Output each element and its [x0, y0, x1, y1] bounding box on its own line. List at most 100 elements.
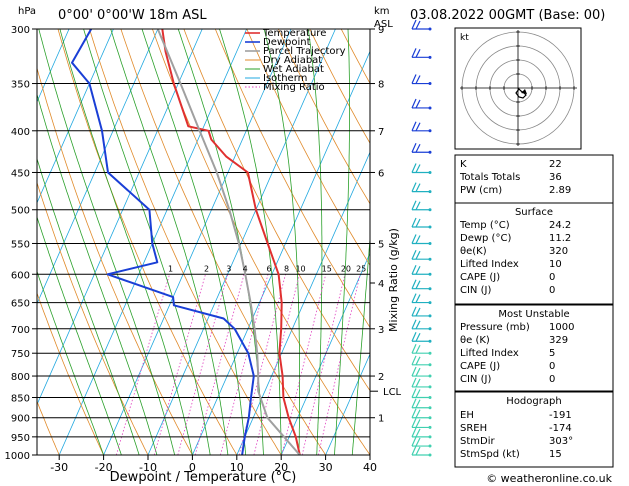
hodo-label: StmSpd (kt)	[460, 449, 520, 460]
surface-value: 24.2	[549, 220, 571, 231]
wind-barb-flag	[415, 356, 421, 366]
km-tick-label: 2	[378, 372, 384, 383]
mixing-ratio-line	[318, 274, 361, 455]
wind-barb-flag	[415, 437, 421, 447]
hodograph-trace	[515, 87, 527, 99]
wind-barb-flag	[411, 182, 417, 192]
wind-barb-flag	[415, 143, 421, 153]
legend-entry: Temperature	[262, 28, 326, 39]
wind-barb-dot	[428, 287, 432, 291]
wind-barb-dot	[428, 435, 432, 439]
surface-value: 0	[549, 285, 555, 296]
temp-tick-label: 40	[363, 461, 377, 474]
mixing-ratio-line	[220, 274, 269, 455]
km-tick-label: 1	[378, 414, 384, 425]
km-tick-label: 6	[378, 168, 384, 179]
km-tick-label: 8	[378, 80, 384, 91]
wind-barb-dot	[428, 339, 432, 343]
mu-label: CIN (J)	[460, 374, 491, 385]
km-tick-label: 5	[378, 239, 384, 250]
wind-barb-flag	[411, 279, 417, 289]
pressure-tick-label: 650	[11, 299, 30, 310]
wind-barb-flag	[411, 98, 417, 109]
legend-entry: Parcel Trajectory	[263, 46, 346, 57]
parcel-trajectory-line	[156, 29, 301, 455]
surface-label: CAPE (J)	[460, 272, 500, 283]
wind-barb-flag	[411, 418, 417, 428]
wind-barb-flag	[411, 331, 417, 342]
temp-tick-label: 10	[230, 461, 244, 474]
mu-value: 329	[549, 335, 568, 346]
index-label: PW (cm)	[460, 185, 502, 196]
temp-tick-label: 30	[319, 461, 333, 474]
km-tick-label: 9	[378, 25, 384, 36]
hodo-value: 15	[549, 449, 562, 460]
surface-value: 320	[549, 246, 568, 257]
wind-barb-flag	[415, 389, 421, 398]
mixing-ratio-line	[177, 274, 229, 455]
wind-barb-flag	[411, 366, 417, 377]
hodo-value: 303°	[549, 436, 573, 447]
hodograph: kt	[454, 27, 582, 150]
mu-label: θe (K)	[460, 335, 490, 346]
mixing-ratio-label: 6	[266, 264, 271, 273]
wind-barb-dot	[428, 444, 432, 448]
hodograph-unit-label: kt	[460, 33, 469, 43]
mixing-ratio-label: 1	[168, 264, 173, 273]
wind-barb-dot	[428, 106, 432, 110]
index-value: 36	[549, 172, 562, 183]
isotherm-line	[37, 29, 114, 204]
wind-barb-dot	[428, 241, 432, 245]
wind-barb-flag	[411, 293, 417, 303]
surface-box	[454, 202, 614, 305]
pressure-tick-label: 700	[11, 325, 30, 336]
temp-tick-label: -10	[139, 461, 157, 474]
hodograph-table-title: Hodograph	[506, 396, 561, 407]
mu-label: CAPE (J)	[460, 361, 500, 372]
pressure-tick-label: 350	[11, 80, 30, 91]
wind-barb-dot	[428, 374, 432, 378]
mixing-ratio-labels: 1 2 3 4 6 8 10 15 20 25	[168, 264, 366, 273]
wet-adiabat-line	[83, 29, 211, 455]
hodo-value: -174	[549, 423, 572, 434]
surface-label: Lifted Index	[460, 259, 519, 270]
legend-entry: Dry Adiabat	[263, 55, 322, 66]
wind-barb-flag	[411, 408, 417, 418]
dry-adiabat-line	[37, 66, 193, 455]
isotherm-line	[325, 353, 370, 455]
wind-barb-flag	[415, 367, 421, 377]
dewpoint-line	[71, 29, 255, 455]
mu-value: 5	[549, 348, 555, 359]
background-lines	[37, 29, 370, 455]
wind-barb-dot	[428, 257, 432, 261]
hpa-label: hPa	[18, 6, 36, 17]
temp-tick-label: 20	[274, 461, 288, 474]
mixing-ratio-label: 10	[295, 264, 305, 273]
wind-barb-dot	[428, 55, 432, 59]
wind-barb-flag	[411, 355, 417, 366]
wind-barb-dot	[428, 272, 432, 276]
isotherm-line	[236, 151, 370, 455]
skewt-plot: 1 2 3 4 6 8 10 15 20 25 3003504004505005506006507…	[5, 19, 432, 474]
storm-motion-marker	[521, 89, 527, 94]
wind-barb-dot	[428, 363, 432, 367]
legend-entry: Dewpoint	[263, 37, 311, 48]
wind-barb-dot	[428, 453, 432, 457]
legend-entry: Mixing Ratio	[263, 82, 325, 93]
pressure-tick-label: 600	[11, 270, 30, 281]
hodo-ticks	[461, 31, 575, 145]
wind-barb-dot	[428, 129, 432, 133]
wind-barb-flag	[415, 280, 421, 289]
mu-label: Lifted Index	[460, 348, 519, 359]
mixing-ratio-line	[281, 274, 327, 455]
wind-barb-flag	[415, 419, 421, 428]
pressure-tick-label: 400	[11, 127, 30, 138]
isotherm-line	[37, 29, 70, 103]
mixing-ratio-label: 4	[243, 264, 248, 273]
wind-barb-flag	[415, 99, 421, 109]
hodograph-table-box	[454, 391, 614, 468]
surface-label: CIN (J)	[460, 285, 491, 296]
y-axis-label-right: Mixing Ratio (g/kg)	[387, 228, 400, 332]
surface-label: θe(K)	[460, 246, 487, 257]
temp-tick-label: 0	[189, 461, 196, 474]
